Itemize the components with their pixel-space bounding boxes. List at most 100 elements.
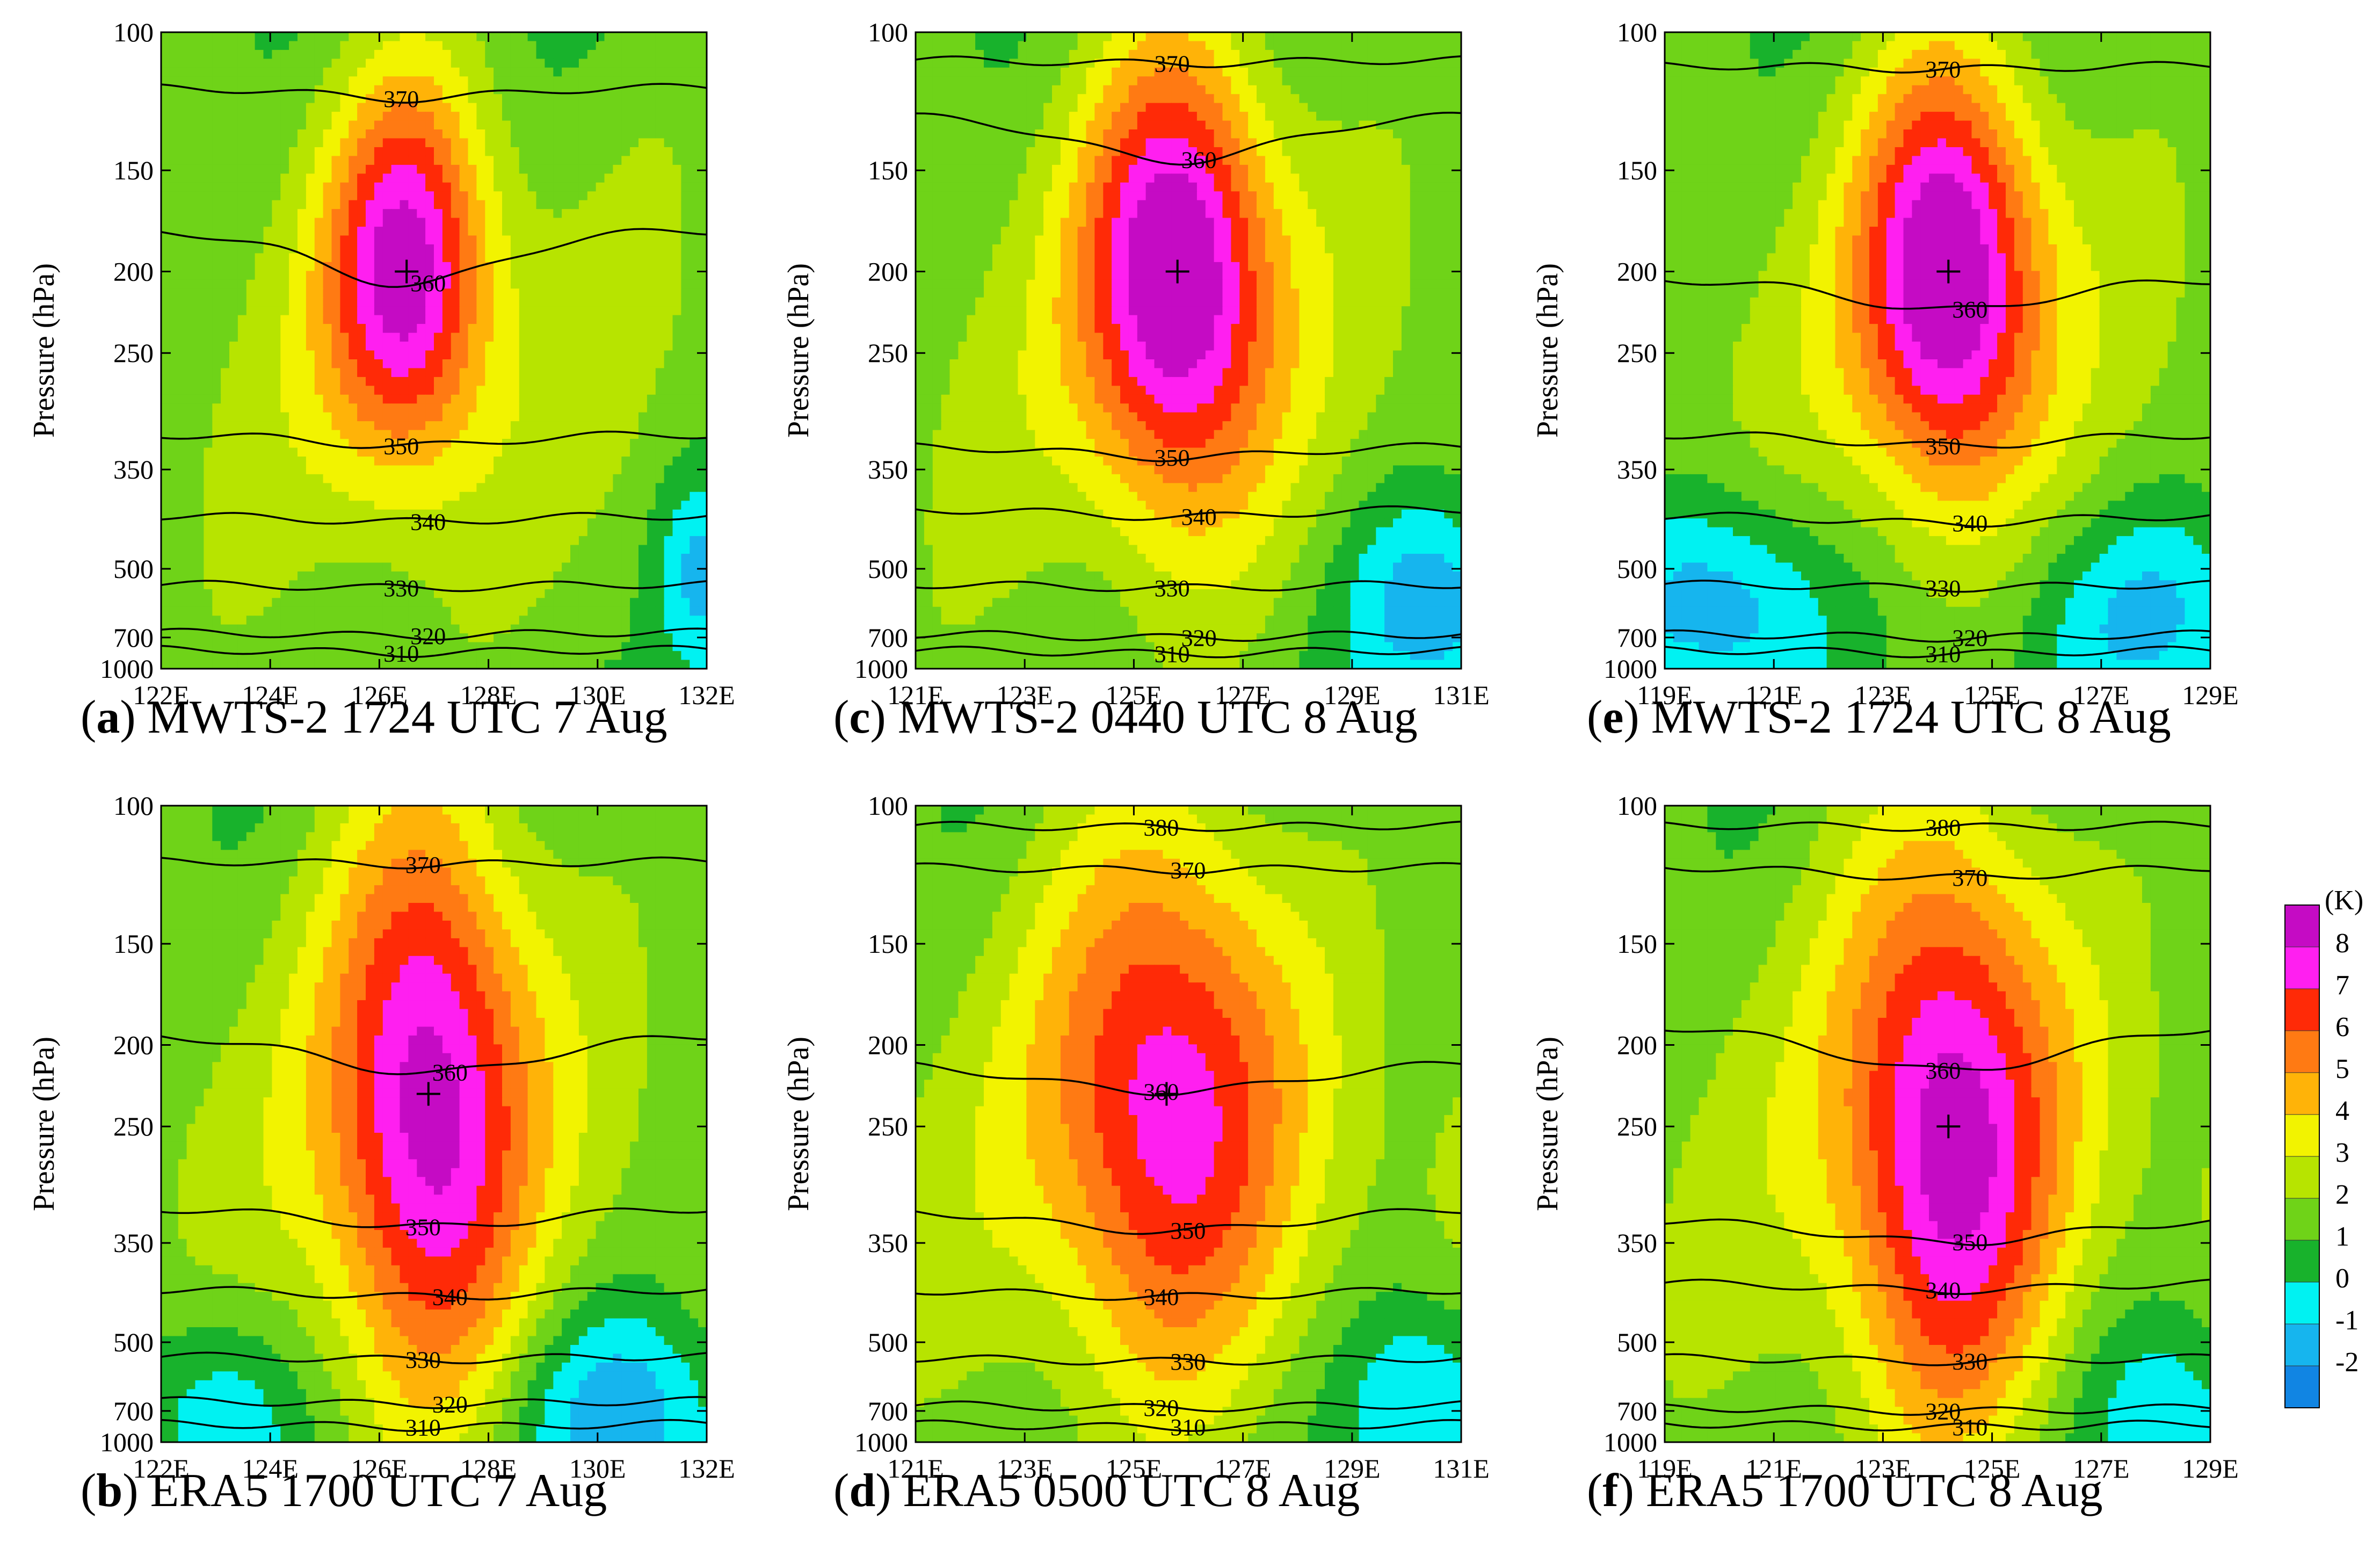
field-cell: [451, 606, 460, 617]
field-cell: [255, 332, 264, 342]
field-cell: [596, 474, 605, 484]
field-cell: [451, 457, 460, 466]
field-cell: [212, 823, 221, 833]
field-cell: [263, 218, 273, 227]
field-cell: [357, 616, 366, 625]
field-cell: [613, 394, 622, 404]
field-cell: [698, 377, 707, 387]
field-cell: [195, 483, 205, 493]
field-cell: [195, 41, 205, 50]
field-cell: [434, 465, 443, 475]
field-cell: [596, 598, 605, 607]
field-cell: [323, 41, 332, 50]
field-cell: [562, 103, 571, 112]
field-cell: [382, 841, 392, 851]
field-cell: [331, 377, 341, 387]
field-cell: [408, 103, 418, 112]
field-cell: [553, 412, 562, 422]
field-cell: [434, 164, 443, 175]
field-cell: [263, 288, 273, 298]
field-cell: [596, 262, 605, 272]
field-cell: [400, 412, 409, 422]
field-cell: [630, 368, 639, 378]
field-cell: [204, 209, 213, 219]
field-cell: [698, 315, 707, 324]
field-cell: [263, 624, 273, 634]
field-cell: [314, 112, 324, 121]
field-cell: [417, 403, 426, 413]
field-cell: [314, 94, 324, 104]
field-cell: [681, 138, 691, 148]
field-cell: [314, 306, 324, 316]
field-cell: [340, 571, 350, 581]
field-cell: [519, 403, 528, 413]
field-cell: [545, 554, 554, 563]
field-cell: [647, 447, 656, 457]
field-cell: [391, 32, 401, 42]
field-cell: [698, 129, 707, 139]
field-cell: [169, 138, 179, 148]
field-cell: [459, 571, 469, 581]
field-cell: [596, 403, 605, 413]
field-cell: [485, 112, 494, 121]
field-cell: [655, 32, 665, 42]
field-cell: [186, 85, 196, 95]
field-cell: [246, 218, 256, 227]
field-cell: [382, 430, 392, 439]
field-cell: [255, 386, 264, 395]
field-cell: [340, 288, 350, 298]
field-cell: [374, 447, 383, 457]
field-cell: [204, 616, 213, 625]
field-cell: [604, 164, 614, 175]
field-cell: [502, 191, 511, 201]
field-cell: [289, 624, 298, 634]
field-cell: [374, 606, 383, 617]
field-cell: [596, 823, 605, 833]
field-cell: [596, 156, 605, 165]
field-cell: [178, 430, 187, 439]
x-tick-label: 122E: [133, 680, 190, 710]
field-cell: [263, 182, 273, 192]
field-cell: [527, 32, 537, 42]
field-cell: [664, 297, 673, 307]
field-cell: [459, 814, 469, 824]
field-cell: [331, 642, 341, 652]
field-cell: [672, 182, 682, 192]
field-cell: [161, 156, 170, 165]
field-cell: [578, 138, 588, 148]
field-cell: [672, 394, 682, 404]
field-cell: [519, 262, 528, 272]
field-cell: [306, 850, 315, 859]
field-cell: [562, 41, 571, 50]
field-cell: [502, 279, 511, 290]
field-cell: [476, 32, 486, 42]
field-cell: [545, 562, 554, 572]
field-cell: [578, 147, 588, 157]
field-cell: [613, 518, 622, 528]
field-cell: [587, 129, 597, 139]
field-cell: [357, 536, 366, 546]
field-cell: [459, 227, 469, 236]
field-cell: [647, 571, 656, 581]
field-cell: [451, 76, 460, 86]
field-cell: [476, 342, 486, 351]
field-cell: [502, 501, 511, 510]
field-cell: [298, 660, 307, 669]
field-cell: [161, 324, 170, 334]
field-cell: [306, 483, 315, 493]
field-cell: [161, 32, 170, 42]
field-cell: [553, 59, 562, 68]
isentrope-330: [161, 580, 707, 592]
field-cell: [195, 412, 205, 422]
field-cell: [510, 182, 520, 192]
field-cell: [186, 580, 196, 590]
y-tick-label: 200: [113, 257, 154, 287]
field-cell: [306, 129, 315, 139]
field-cell: [459, 509, 469, 519]
field-cell: [382, 624, 392, 634]
field-cell: [459, 76, 469, 86]
field-cell: [349, 200, 358, 209]
field-cell: [237, 598, 247, 607]
field-cell: [161, 491, 170, 502]
field-cell: [340, 103, 350, 112]
